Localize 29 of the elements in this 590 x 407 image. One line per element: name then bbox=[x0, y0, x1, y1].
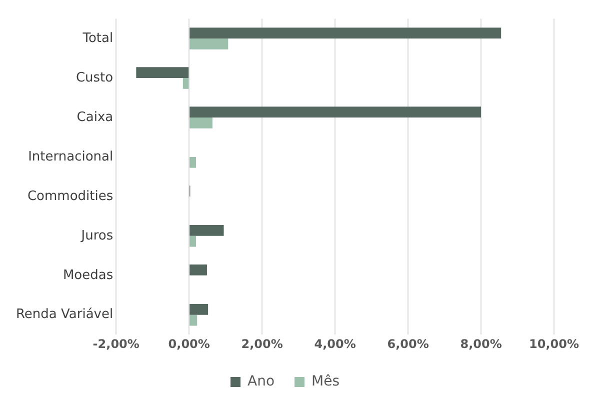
bar bbox=[190, 28, 502, 39]
bar bbox=[190, 225, 224, 236]
bar bbox=[190, 38, 228, 50]
bar bbox=[190, 264, 207, 276]
legend-label: Ano bbox=[248, 374, 275, 390]
bar bbox=[190, 314, 198, 326]
bar bbox=[190, 304, 208, 315]
x-tick-label: 2,00% bbox=[241, 336, 283, 351]
bar bbox=[182, 78, 189, 89]
y-tick-label: Moedas bbox=[62, 268, 114, 283]
bar bbox=[136, 67, 189, 78]
x-tick-label: 6,00% bbox=[387, 336, 429, 351]
bar bbox=[190, 117, 212, 128]
y-tick-label: Renda Variável bbox=[16, 307, 114, 322]
y-tick-label: Total bbox=[82, 30, 114, 46]
y-tick-label: Juros bbox=[80, 228, 114, 244]
x-tick-label: -2,00% bbox=[92, 336, 140, 351]
legend-label: Mês bbox=[312, 374, 340, 390]
y-tick-label: Caixa bbox=[76, 110, 114, 125]
bar bbox=[190, 156, 196, 168]
y-tick-label: Commodities bbox=[27, 188, 114, 204]
bar bbox=[190, 106, 482, 118]
bar bbox=[190, 236, 196, 247]
x-tick-label: 4,00% bbox=[314, 336, 356, 351]
x-tick-label: 0,00% bbox=[168, 336, 210, 351]
x-tick-label: 8,00% bbox=[460, 336, 502, 351]
x-tick-label: 10,00% bbox=[529, 336, 579, 351]
y-tick-label: Custo bbox=[76, 70, 114, 86]
y-tick-label: Internacional bbox=[28, 149, 114, 164]
